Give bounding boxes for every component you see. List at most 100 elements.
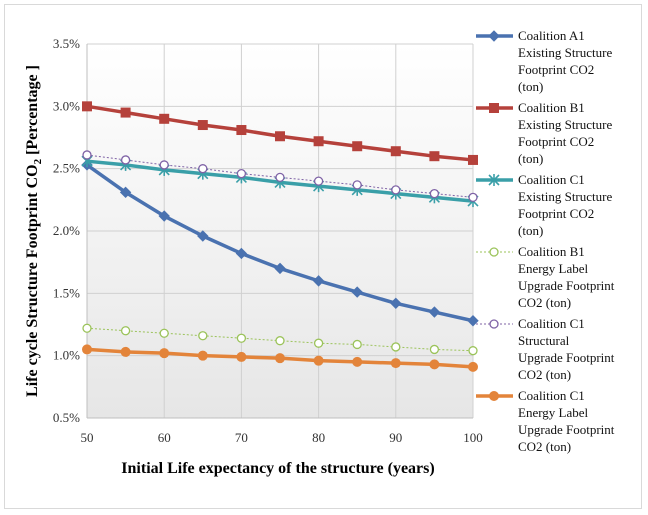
legend-label-line: CO2 (ton)	[518, 439, 571, 454]
legend-label-line: Existing Structure	[518, 45, 612, 60]
data-point	[120, 155, 131, 165]
legend-label-line: Upgrade Footprint	[518, 350, 615, 365]
legend-label-line: Footprint CO2	[518, 62, 594, 77]
data-point	[468, 361, 478, 372]
data-point	[467, 315, 479, 327]
y-axis-title-suffix: [Percentage ]	[24, 65, 41, 159]
y-axis-title: Life cycle Structure Footprint CO2 [Perc…	[24, 65, 44, 397]
legend-item: Coalition B1 Energy Label Upgrade Footprin…	[476, 244, 615, 310]
legend-marker	[488, 174, 500, 186]
y-tick-label: 1.0%	[53, 348, 80, 363]
data-point	[236, 351, 247, 362]
series-line	[86, 154, 474, 198]
data-point	[236, 333, 247, 343]
legend-label: Coalition C1 Existing Structure Footprint …	[518, 172, 612, 238]
legend-label-line: Coalition A1	[518, 28, 585, 43]
data-point	[352, 141, 363, 152]
legend-label-line: Existing Structure	[518, 117, 612, 132]
data-point	[352, 339, 362, 350]
legend-item: Coalition C1 Existing Structure Footprint …	[476, 172, 612, 238]
data-point	[429, 151, 440, 162]
data-point	[82, 323, 92, 333]
data-point	[158, 210, 170, 222]
legend-label-line: Structural	[518, 333, 570, 348]
series-5	[82, 150, 478, 202]
legend-marker	[488, 30, 500, 42]
x-tick-labels: 50 60 70 80 90 100	[81, 430, 483, 445]
data-point	[313, 136, 324, 147]
data-point	[275, 336, 285, 346]
data-point	[429, 188, 440, 199]
legend-label-line: Footprint CO2	[518, 134, 594, 149]
legend-item: Coalition B1 Existing Structure Footprint …	[476, 100, 612, 166]
data-point	[312, 275, 325, 287]
x-tick-label: 80	[312, 430, 325, 445]
legend-item: Coalition C1 Structural Upgrade Footprint C…	[476, 316, 615, 382]
data-point	[159, 113, 170, 124]
data-point	[235, 247, 248, 260]
data-point	[351, 286, 363, 298]
data-point	[313, 355, 324, 366]
legend-marker	[489, 103, 499, 113]
data-point	[197, 120, 208, 131]
legend-item: Coalition C1 Energy Label Upgrade Footprin…	[476, 388, 615, 454]
data-point	[198, 164, 208, 174]
legend-label-line: CO2 (ton)	[518, 367, 571, 382]
data-point	[197, 350, 208, 361]
data-point	[313, 176, 324, 186]
data-point	[159, 348, 170, 359]
series-group	[81, 101, 479, 372]
legend-label: Coalition C1 Energy Label Upgrade Footprin…	[518, 388, 615, 454]
data-point	[275, 172, 285, 183]
y-axis-title-main: Life cycle Structure Footprint CO	[24, 164, 41, 397]
x-tick-label: 60	[158, 430, 171, 445]
legend-marker	[489, 247, 499, 257]
data-point	[119, 186, 132, 199]
data-point	[274, 262, 286, 275]
y-tick-label: 1.5%	[53, 285, 80, 300]
legend-label: Coalition B1 Energy Label Upgrade Footprin…	[518, 244, 615, 310]
legend-label: Coalition A1 Existing Structure Footprint …	[518, 28, 612, 94]
legend-label-line: Upgrade Footprint	[518, 422, 615, 437]
data-point	[428, 306, 441, 318]
data-point	[120, 326, 131, 336]
legend-label-line: Upgrade Footprint	[518, 278, 615, 293]
data-point	[159, 328, 169, 338]
data-point	[468, 154, 478, 165]
legend-label-line: Coalition B1	[518, 100, 585, 115]
series-2	[82, 101, 478, 165]
data-point	[468, 192, 478, 202]
data-point	[275, 353, 285, 364]
data-point	[197, 230, 209, 242]
data-point	[313, 338, 324, 348]
x-tick-label: 50	[81, 430, 94, 445]
legend-label-line: (ton)	[518, 79, 543, 94]
data-point	[391, 342, 401, 352]
x-tick-label: 70	[235, 430, 248, 445]
y-tick-label: 3.5%	[53, 36, 80, 51]
x-axis-title: Initial Life expectancy of the structure…	[121, 460, 434, 477]
data-point	[275, 131, 285, 142]
legend-label-line: Energy Label	[518, 261, 589, 276]
y-tick-label: 2.0%	[53, 223, 80, 238]
legend-label-line: Coalition C1	[518, 172, 585, 187]
data-point	[429, 359, 440, 370]
y-tick-label: 2.5%	[53, 161, 80, 176]
y-tick-label: 3.0%	[53, 98, 80, 113]
y-tick-label: 0.5%	[53, 410, 80, 425]
data-point	[429, 344, 440, 355]
legend-label-line: Coalition C1	[518, 316, 585, 331]
y-tick-labels: 0.5% 1.0% 1.5% 2.0% 2.5% 3.0% 3.5%	[53, 36, 80, 425]
data-point	[390, 358, 401, 369]
legend-marker	[489, 319, 499, 329]
data-point	[120, 107, 131, 118]
x-tick-label: 90	[389, 430, 402, 445]
data-point	[236, 125, 247, 136]
series-4	[82, 323, 478, 356]
series-6	[82, 344, 478, 372]
legend: Coalition A1 Existing Structure Footprint …	[476, 28, 615, 454]
legend-label-line: Existing Structure	[518, 189, 612, 204]
data-point	[236, 169, 247, 179]
x-tick-label: 100	[463, 430, 483, 445]
